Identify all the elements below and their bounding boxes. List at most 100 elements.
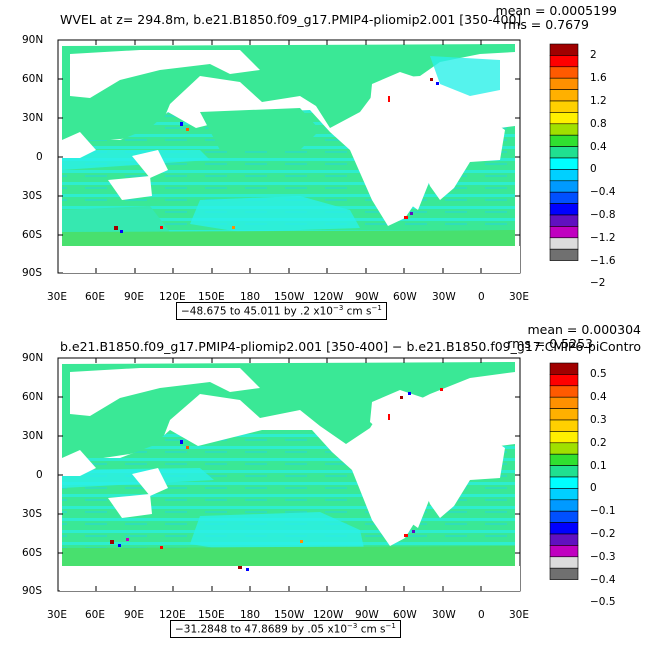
panel2-range-unit-exp: −1: [385, 622, 396, 630]
colorbar-swatch: [549, 510, 579, 523]
colorbar-swatch: [549, 442, 579, 455]
lon-label: 120W: [313, 609, 344, 621]
lon-label: 30W: [432, 291, 456, 303]
lat-label: 30S: [22, 508, 43, 520]
colorbar-swatch: [549, 431, 579, 444]
lat-label: 90N: [22, 34, 44, 46]
colorbar-label: −0.4: [590, 573, 616, 586]
panel2-mean: mean = 0.000304: [527, 322, 641, 337]
colorbar-swatch: [549, 157, 579, 170]
colorbar-swatch: [549, 522, 579, 535]
panel2-lon-ticks: [95, 358, 482, 591]
colorbar-label: −2: [590, 277, 606, 290]
panel2-range-box: −31.2848 to 47.8689 by .05 x10−3 cm s−1: [170, 620, 401, 638]
colorbar-label: 0.5: [590, 368, 607, 381]
lat-label: 60N: [22, 391, 44, 403]
colorbar-swatch: [549, 89, 579, 102]
colorbar-swatch: [549, 362, 579, 375]
colorbar-label: −0.3: [590, 550, 616, 563]
colorbar-swatch: [549, 419, 579, 432]
colorbar-swatch: [549, 374, 579, 387]
colorbar-swatch: [549, 123, 579, 136]
colorbar-label: 0: [590, 482, 597, 495]
lat-label: 90S: [22, 267, 43, 279]
panel1-lat-ticks: [58, 39, 520, 274]
colorbar-swatch: [549, 385, 579, 398]
colorbar-swatch: [549, 169, 579, 182]
lon-label: 60E: [85, 609, 105, 621]
colorbar-swatch: [549, 248, 579, 261]
panel2-coastal-noise: [110, 388, 443, 571]
panel1-range-box: −48.675 to 45.011 by .2 x10−3 cm s−1: [176, 302, 387, 320]
colorbar-swatch: [549, 203, 579, 216]
colorbar-swatch: [549, 453, 579, 466]
lon-label: 30W: [432, 609, 456, 621]
colorbar-label: −0.8: [590, 209, 616, 221]
lat-label: 60N: [22, 73, 44, 85]
lon-label: 150E: [198, 291, 225, 303]
lat-label: 30N: [22, 112, 44, 124]
lat-label: 30S: [22, 190, 43, 202]
panel1-range-text: −48.675 to 45.011 by .2 x10: [181, 305, 333, 318]
panel1-range-unit-exp: −1: [371, 304, 382, 312]
lon-label: 0: [478, 291, 485, 303]
panel2-land: [60, 368, 520, 591]
colorbar-label: 0.4: [590, 391, 607, 404]
lat-label: 90N: [22, 352, 44, 364]
panel2-range-exp: −3: [347, 622, 358, 630]
panel2-rms: rms = 0.5253: [507, 336, 593, 351]
lon-label: 30E: [47, 609, 67, 621]
panel2-range-unit: cm s: [357, 623, 386, 636]
panel1-map: [57, 39, 521, 274]
colorbar-label: 0.1: [590, 459, 607, 472]
panel1-mean: mean = 0.0005199: [495, 3, 617, 18]
lon-label: 150W: [274, 609, 305, 621]
colorbar-label: −0.2: [590, 528, 616, 540]
colorbar-label: 1.2: [590, 95, 607, 107]
panel1-rms: rms = 0.7679: [503, 17, 589, 32]
lat-label: 90S: [22, 585, 43, 597]
panel2-ocean: [62, 362, 515, 566]
colorbar-label: −1.6: [590, 254, 616, 267]
colorbar-swatch: [549, 146, 579, 159]
lon-label: 30E: [509, 291, 529, 303]
lon-label: 30E: [47, 291, 67, 303]
colorbar-label: 1.6: [590, 72, 607, 85]
colorbar-swatch: [549, 43, 579, 56]
panel1-colorbar: [549, 43, 579, 261]
colorbar-label: 2: [590, 49, 597, 62]
colorbar-swatch: [549, 100, 579, 113]
lat-label: 60S: [22, 547, 43, 559]
lat-label: 30N: [22, 430, 44, 442]
panel1-coastal-noise: [114, 78, 439, 233]
colorbar-swatch: [549, 77, 579, 90]
colorbar-swatch: [549, 66, 579, 79]
colorbar-swatch: [549, 488, 579, 501]
colorbar-swatch: [549, 465, 579, 478]
lon-label: 0: [478, 609, 485, 621]
colorbar-swatch: [549, 476, 579, 489]
lat-label: 0: [36, 151, 43, 163]
lon-label: 120E: [159, 609, 186, 621]
lon-label: 180: [240, 609, 261, 621]
colorbar-swatch: [549, 226, 579, 239]
colorbar-label: −1.2: [590, 231, 616, 244]
colorbar-swatch: [549, 134, 579, 147]
colorbar-label: −0.1: [590, 505, 616, 518]
lon-label: 180: [240, 291, 261, 303]
colorbar-swatch: [549, 180, 579, 193]
colorbar-swatch: [549, 237, 579, 250]
panel1-land: [60, 50, 520, 273]
colorbar-label: −0.5: [590, 596, 616, 609]
lon-label: 90E: [124, 609, 144, 621]
colorbar-label: 0: [590, 163, 597, 176]
lat-label: 0: [36, 469, 43, 481]
colorbar-swatch: [549, 567, 579, 580]
panel2-range-text: −31.2848 to 47.8689 by .05 x10: [175, 623, 348, 636]
colorbar-label: −0.4: [590, 186, 616, 199]
colorbar-swatch: [549, 112, 579, 125]
panel1-range-exp: −3: [332, 304, 344, 312]
panel1-lon-ticks: [57, 40, 482, 273]
panel2-map: [57, 357, 521, 592]
